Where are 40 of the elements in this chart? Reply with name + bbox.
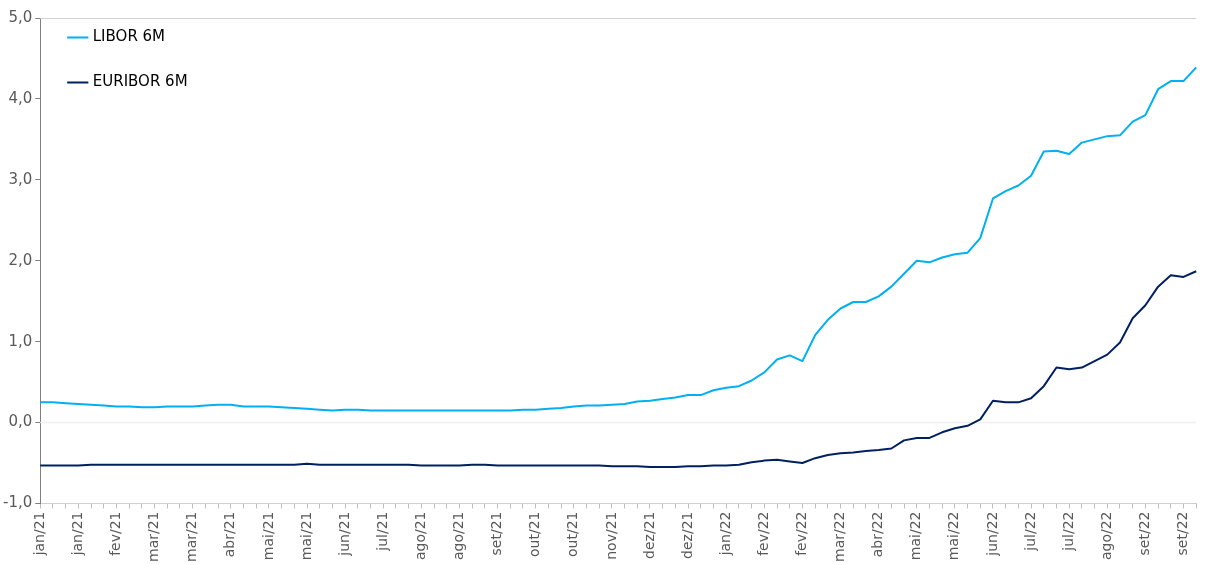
x-tick-label: ago/22: [1097, 511, 1114, 561]
x-tick-label: ago/21: [450, 511, 467, 561]
x-tick-label: jun/21: [335, 511, 352, 557]
x-tick-label: dez/21: [678, 511, 695, 559]
x-tick-label: set/22: [1174, 511, 1191, 556]
y-tick-label: 3,0: [8, 169, 33, 188]
x-tick-label: jun/22: [983, 511, 1000, 557]
x-tick-label: jan/21: [69, 511, 86, 557]
x-tick-label: mar/21: [145, 511, 162, 563]
x-tick-label: jul/22: [1059, 511, 1076, 552]
x-tick-label: mar/21: [183, 511, 200, 563]
y-tick-label: -1,0: [2, 493, 33, 512]
x-tick-label: mai/21: [297, 511, 314, 561]
x-tick-label: mai/22: [907, 511, 924, 561]
x-tick-label: fev/22: [754, 511, 771, 556]
x-tick-label: jan/22: [716, 511, 733, 557]
x-tick-label: out/21: [564, 511, 581, 557]
x-tick-label: dez/21: [640, 511, 657, 559]
legend-label: LIBOR 6M: [92, 27, 166, 46]
x-tick-label: set/22: [1136, 511, 1153, 556]
y-tick-label: 2,0: [8, 250, 33, 269]
x-tick-label: abr/21: [221, 511, 238, 558]
x-tick-label: jul/22: [1021, 511, 1038, 552]
y-tick-label: 0,0: [8, 412, 33, 431]
x-tick-label: set/21: [488, 511, 505, 556]
x-tick-label: fev/21: [107, 511, 124, 556]
x-tick-label: abr/22: [869, 511, 886, 558]
x-tick-label: fev/22: [793, 511, 810, 556]
x-tick-label: out/21: [526, 511, 543, 557]
x-tick-label: ago/21: [411, 511, 428, 561]
x-tick-label: jan/21: [30, 511, 47, 557]
x-tick-label: mai/22: [945, 511, 962, 561]
x-tick-label: jul/21: [373, 511, 390, 552]
x-tick-label: mar/22: [831, 511, 848, 563]
y-tick-label: 5,0: [8, 7, 33, 26]
y-tick-label: 1,0: [8, 331, 33, 350]
y-tick-label: 4,0: [8, 88, 33, 107]
legend-label: EURIBOR 6M: [92, 72, 188, 91]
x-tick-label: nov/21: [602, 511, 619, 560]
x-tick-label: mai/21: [259, 511, 276, 561]
